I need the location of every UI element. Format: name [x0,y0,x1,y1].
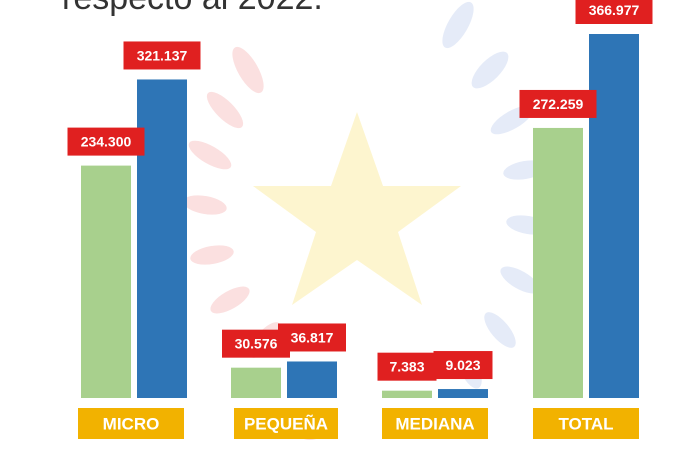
category-label-text: MEDIANA [395,415,474,434]
value-label-pequeña-series-2: 36.817 [278,323,346,352]
category-label-micro: MICRO [78,408,184,439]
value-label-mediana-series-1: 7.383 [377,352,437,381]
category-label-text: PEQUEÑA [244,414,328,434]
bar-mediana-series-2 [438,389,488,398]
value-label-box [519,89,597,118]
bar-total-series-2 [589,34,639,398]
bar-micro-series-2 [137,79,187,398]
value-label-text: 272.259 [533,96,584,112]
value-label-micro-series-2: 321.137 [123,41,201,70]
bar-pequeña-series-2 [287,361,337,398]
bar-mediana-series-1 [382,390,432,398]
category-label-text: TOTAL [558,415,613,434]
watermark-star-icon [253,112,461,305]
category-label-total: TOTAL [533,408,639,439]
value-label-text: 30.576 [235,336,278,352]
chart-title-fragment: respecto al 2022. [62,0,323,18]
value-label-text: 366.977 [589,2,640,18]
category-label-box [78,408,184,439]
value-label-total-series-2: 366.977 [575,0,653,24]
value-labels-layer: 234.300 321.137 30.576 36.817 7.383 9.023 272.… [67,0,653,381]
value-label-box [123,41,201,70]
bar-total-series-1 [533,127,583,399]
value-label-box [433,351,493,380]
value-label-box [67,127,145,156]
category-labels-layer: MICRO PEQUEÑA MEDIANA TOTAL [78,408,639,439]
value-label-micro-series-1: 234.300 [67,127,145,156]
category-label-pequeña: PEQUEÑA [234,408,338,439]
value-label-text: 234.300 [81,134,132,150]
value-label-box [377,352,437,381]
bar-micro-series-1 [81,165,131,398]
category-label-box [382,408,488,439]
value-label-pequeña-series-1: 30.576 [222,329,290,358]
value-label-text: 321.137 [137,47,188,63]
value-label-box [278,323,346,352]
value-label-text: 9.023 [445,357,480,373]
value-label-total-series-1: 272.259 [519,89,597,118]
bars-layer [81,34,639,399]
category-label-box [533,408,639,439]
value-label-box [575,0,653,24]
value-label-text: 36.817 [291,329,334,345]
category-label-text: MICRO [103,415,160,434]
category-label-box [234,408,338,439]
value-label-mediana-series-2: 9.023 [433,351,493,380]
bar-pequeña-series-1 [231,367,281,398]
category-label-mediana: MEDIANA [382,408,488,439]
value-label-text: 7.383 [389,359,424,375]
